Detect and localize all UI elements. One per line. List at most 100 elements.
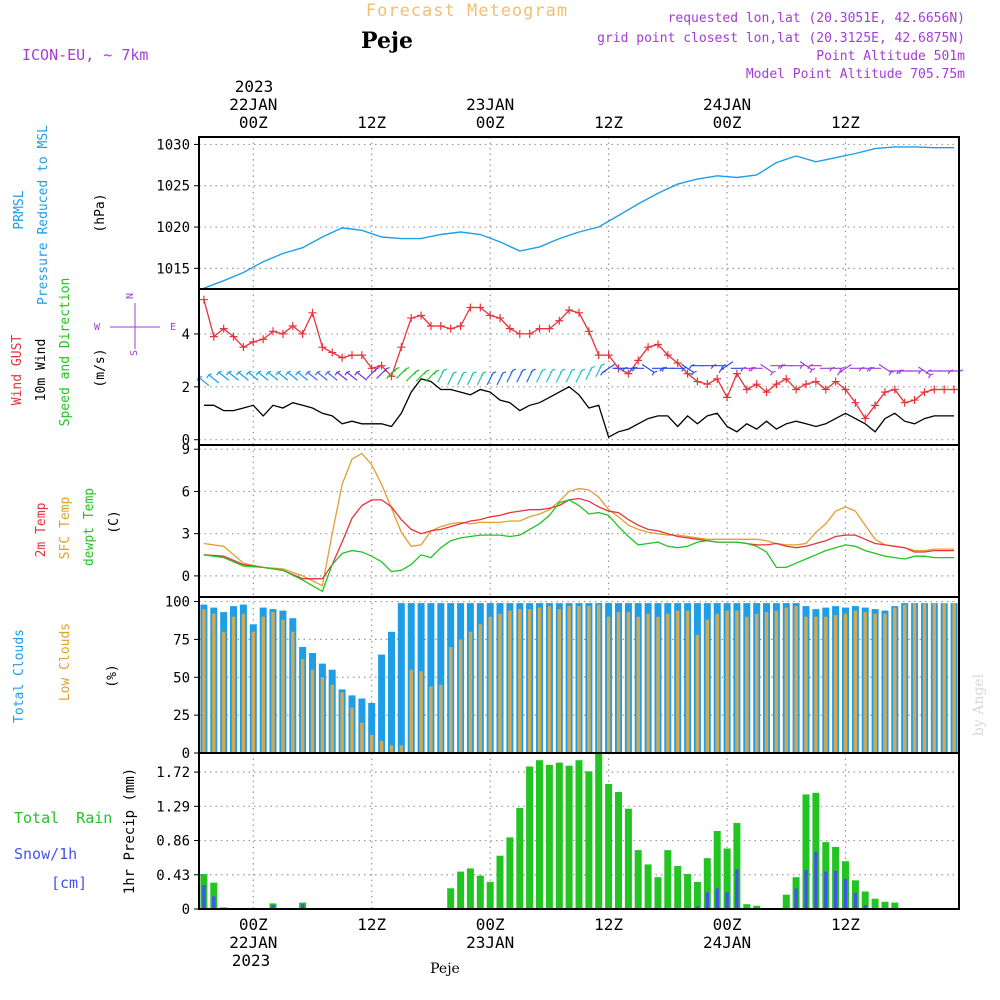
low-cloud-bar [449, 647, 453, 753]
low-cloud-bar [389, 745, 394, 753]
cloud-unit-label: (%) [105, 664, 120, 687]
bottom-hour-label: 00Z [476, 915, 505, 934]
precip-panel: 0 0.43 0.86 1.29 1.72 [156, 753, 959, 918]
wind-direction-arrow [711, 364, 727, 370]
wind-direction-arrow [285, 370, 299, 381]
snow-bar [843, 878, 848, 909]
total-cloud-bar [427, 603, 435, 753]
bottom-hour-label: 12Z [594, 915, 623, 934]
low-cloud-bar [577, 606, 581, 753]
low-cloud-bar [478, 624, 482, 753]
y-tick-label: 1015 [156, 261, 190, 277]
bottom-year-label: 2023 [232, 951, 271, 970]
point-altitude: Point Altitude 501m [816, 49, 965, 64]
gust-marker [594, 351, 603, 360]
wind-gust-label: Wind GUST [10, 335, 25, 406]
gust-marker [575, 308, 583, 317]
wind-direction-arrow [275, 370, 289, 381]
low-cloud-bar [942, 603, 946, 753]
gust-marker [742, 385, 751, 394]
low-cloud-bar [636, 616, 640, 753]
y-tick-label: 1.29 [156, 799, 190, 815]
low-cloud-bar [784, 607, 788, 753]
wind-side-labels: Wind GUST 10m Wind Speed and Direction (… [10, 278, 176, 427]
gridpoint-coords: grid point closest lon,lat (20.3125E, 42… [597, 31, 965, 46]
y-tick-label: 3 [182, 527, 190, 543]
gust-marker [318, 343, 327, 352]
low-cloud-bar [922, 603, 927, 753]
rain-bar [703, 858, 711, 909]
pressure-side-labels: PRMSL Pressure Reduced to MSL (hPa) [12, 125, 108, 305]
snow-bar [853, 893, 858, 909]
y-tick-label: 0.86 [156, 834, 190, 850]
low-cloud-bar [814, 616, 818, 753]
gust-marker [535, 324, 544, 333]
rain-bar [802, 794, 810, 909]
y-tick-label: 2 [182, 380, 190, 396]
low-cloud-bar [271, 612, 275, 753]
gust-marker [199, 295, 208, 304]
y-tick-label: 9 [182, 442, 190, 458]
wind-direction-arrow [405, 369, 420, 382]
temp-2m-label: 2m Temp [34, 502, 49, 557]
low-cloud-bar [735, 610, 739, 753]
wind-unit-label: (m/s) [93, 348, 108, 387]
gust-marker [792, 385, 801, 394]
wind-direction-arrow [235, 370, 249, 381]
rain-bar [615, 792, 622, 909]
snow-bar [735, 869, 739, 909]
rain-bar [664, 850, 672, 909]
rain-bar [496, 855, 504, 909]
gust-marker [634, 356, 643, 365]
low-cloud-bar [903, 604, 907, 753]
gust-marker [505, 324, 514, 333]
top-day-label: 23JAN [466, 95, 514, 114]
wind-direction-arrow [206, 373, 220, 384]
wind-direction-arrow [760, 363, 776, 376]
rain-bar [555, 762, 563, 909]
top-hour-label: 12Z [594, 113, 623, 132]
low-cloud-bar [468, 631, 473, 753]
snow-bar [705, 892, 709, 909]
pressure-msl-label: Pressure Reduced to MSL [36, 125, 51, 305]
gust-marker [209, 332, 218, 341]
low-cloud-bar [794, 606, 798, 753]
total-cloud-bar [378, 654, 386, 753]
rain-bar [565, 765, 573, 909]
rain-bar [486, 881, 494, 909]
low-cloud-bar [291, 631, 295, 753]
low-cloud-bar [458, 639, 463, 753]
wind-direction-arrow [790, 364, 806, 370]
wind-direction-arrow [908, 369, 924, 375]
gust-marker [644, 343, 653, 352]
gust-marker [604, 351, 613, 360]
bottom-hour-label: 12Z [831, 915, 860, 934]
gust-marker [466, 303, 475, 312]
rain-bar [605, 784, 613, 909]
low-cloud-bar [567, 606, 571, 753]
low-cloud-bar [932, 603, 936, 753]
wind-direction-arrow [314, 370, 328, 381]
y-tick-label: 1030 [156, 137, 190, 153]
gust-marker [347, 351, 356, 360]
low-cloud-bar [340, 692, 344, 753]
y-tick-label: 1020 [156, 220, 190, 236]
gust-marker [663, 351, 672, 360]
low-cloud-bar [310, 669, 315, 753]
gust-marker [920, 388, 929, 397]
low-cloud-bar [518, 609, 522, 753]
wind-direction-arrow [245, 370, 259, 381]
temp-sfc-label: SFC Temp [58, 497, 73, 560]
gust-marker [486, 311, 495, 320]
wind-direction-arrow [516, 368, 526, 383]
wind-direction-arrow [295, 370, 309, 381]
gust-marker [328, 348, 337, 357]
low-cloud-bar [537, 607, 542, 753]
prmsl-label: PRMSL [12, 190, 27, 229]
wind-direction-arrow [486, 371, 497, 386]
gust-marker [910, 396, 919, 405]
low-cloud-bar [774, 610, 779, 753]
gust-marker [259, 335, 268, 344]
wind-direction-arrow [324, 370, 338, 381]
bottom-day-label: 22JAN [229, 933, 277, 952]
